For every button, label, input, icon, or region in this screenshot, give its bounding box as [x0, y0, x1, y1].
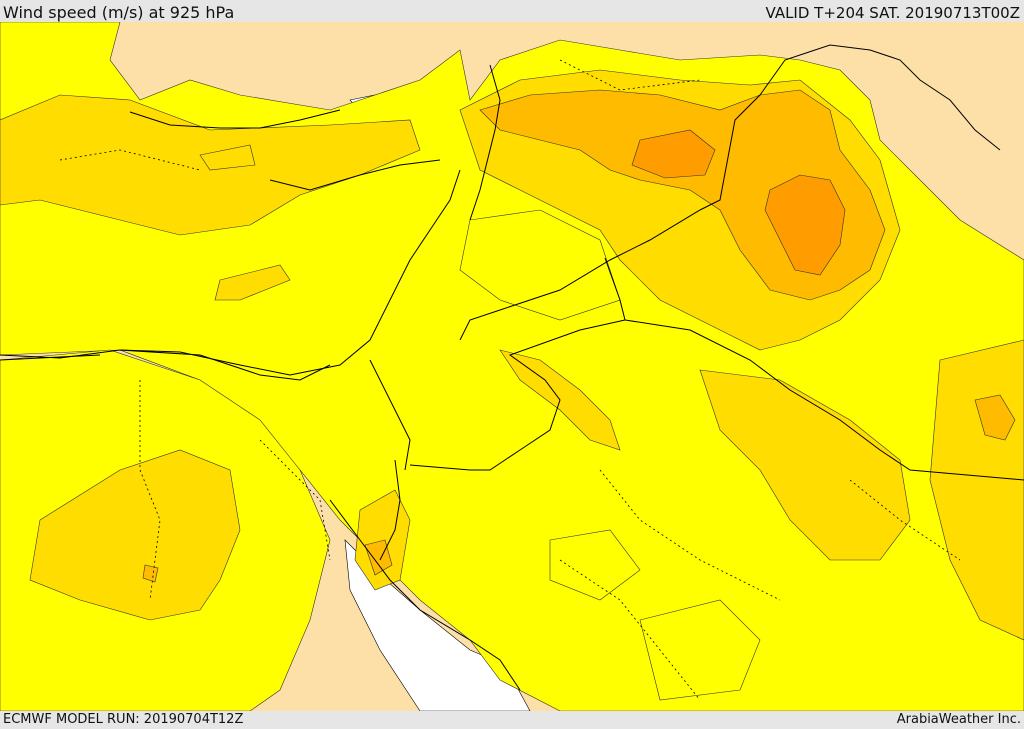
- coastlines: [0, 109, 521, 691]
- model-run-label: ECMWF MODEL RUN: 20190704T12Z: [3, 712, 244, 727]
- map-footer: ECMWF MODEL RUN: 20190704T12Z ArabiaWeat…: [0, 711, 1024, 729]
- country-borders: [0, 44, 1024, 481]
- wind-zone-dark-orange: [631, 129, 846, 276]
- wind-speed-map: [0, 22, 1024, 711]
- internal-borders: [59, 59, 961, 701]
- map-header: Wind speed (m/s) at 925 hPa VALID T+204 …: [0, 0, 1024, 22]
- credit-label: ArabiaWeather Inc.: [896, 712, 1021, 727]
- valid-time-label: VALID T+204 SAT. 20190713T00Z: [765, 4, 1020, 22]
- map-title: Wind speed (m/s) at 925 hPa: [3, 3, 235, 22]
